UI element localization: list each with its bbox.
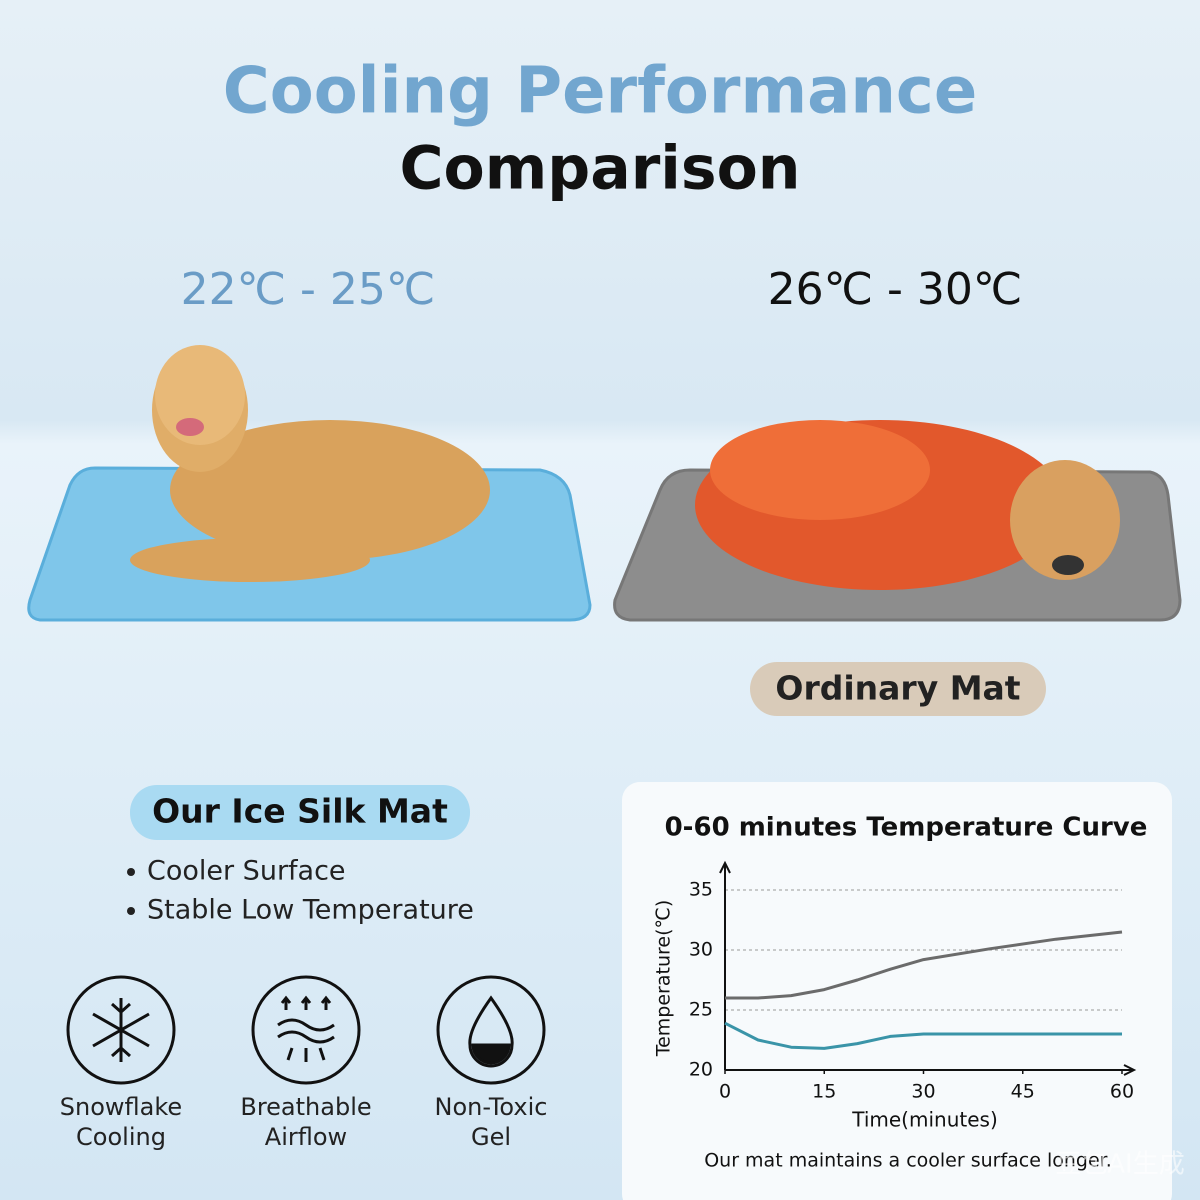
ordinary-mat-illustration <box>613 420 1182 622</box>
x-axis-label: Time(minutes) <box>851 1108 998 1132</box>
series-line <box>725 930 1123 1000</box>
ice-label: Our Ice Silk Mat <box>152 792 448 831</box>
icon-label: Snowflake <box>60 1093 182 1121</box>
bullet <box>127 868 135 876</box>
series-line <box>724 1021 1122 1050</box>
icon-label: Breathable <box>240 1093 371 1121</box>
y-axis <box>719 860 731 1070</box>
left-temp: 22℃ - 25℃ <box>181 264 436 315</box>
feature: Stable Low Temperature <box>147 895 474 926</box>
ordinary-pill <box>750 662 1046 716</box>
icons <box>66 975 546 1085</box>
ice-mat-illustration <box>27 345 592 622</box>
x-axis <box>725 1064 1137 1076</box>
x-tick-label: 45 <box>1011 1081 1035 1103</box>
x-tick-label: 60 <box>1110 1081 1134 1103</box>
chart-card <box>622 782 1172 1200</box>
y-tick-label: 20 <box>689 1059 713 1081</box>
title-line2: Comparison <box>399 134 800 204</box>
bullet <box>127 907 135 915</box>
y-tick-label: 25 <box>689 999 713 1021</box>
y-axis-label: Temperature(℃) <box>653 900 675 1058</box>
right-temp: 26℃ - 30℃ <box>768 264 1023 315</box>
chart-title: 0-60 minutes Temperature Curve <box>665 813 1148 843</box>
watermark: 豆包AI生成 <box>1055 1150 1184 1180</box>
y-tick-label: 35 <box>689 879 713 901</box>
title-line1: Cooling Performance <box>223 55 977 129</box>
icon-label: Gel <box>471 1123 511 1151</box>
x-tick-label: 0 <box>719 1081 731 1103</box>
ice-pill <box>130 785 470 840</box>
chart-caption: Our mat maintains a cooler surface longe… <box>704 1150 1112 1172</box>
icon-label: Cooling <box>76 1123 166 1151</box>
y-tick-label: 30 <box>689 939 713 961</box>
x-tick-label: 30 <box>911 1081 935 1103</box>
icon-label: Airflow <box>265 1123 347 1151</box>
ordinary-label: Ordinary Mat <box>775 669 1020 708</box>
x-tick-label: 15 <box>812 1081 836 1103</box>
icon-label: Non-Toxic <box>435 1093 548 1121</box>
feature: Cooler Surface <box>147 856 346 887</box>
